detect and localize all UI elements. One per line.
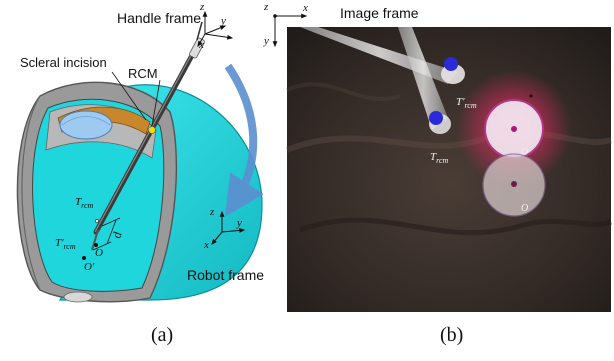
photo-trcm-label: Trcm [430, 151, 449, 165]
handle-frame-label: Handle frame [117, 10, 202, 26]
photo-trcm-prime-label: T'rcm [456, 96, 477, 110]
trcm-label: Trcm [75, 196, 94, 210]
photo-o-upper-label: O [521, 147, 529, 158]
image-axis-z: z [264, 1, 269, 13]
trcm-prime-label: T'rcm [55, 237, 76, 251]
o-label: O [95, 247, 103, 259]
robot-axis-z: z [210, 206, 215, 218]
rotation-arrow [224, 63, 264, 217]
instrument-tip [91, 229, 99, 251]
image-frame-label: Image frame [340, 5, 419, 21]
robot-axis-x: x [204, 239, 209, 251]
marker-lower [429, 111, 443, 125]
lens [59, 110, 113, 140]
photo-tool-lower [398, 27, 448, 130]
incision-pointer [111, 71, 147, 121]
optic-nerve [63, 291, 93, 303]
robot-axis-y: y [237, 217, 242, 229]
marker-upper [444, 57, 458, 71]
caption-a: (a) [151, 324, 174, 346]
d-bracket [92, 217, 121, 251]
eye-model [16, 21, 263, 303]
photo-o-lower-label: O [521, 203, 529, 214]
microscope-photo [285, 27, 612, 312]
image-frame-origin [273, 14, 277, 18]
rcm-label: RCM [128, 66, 158, 81]
handle-axis-x: x [199, 39, 204, 51]
caption-b: (b) [440, 324, 464, 346]
rcm-point [148, 126, 156, 134]
robot-frame-axes [211, 210, 246, 245]
rcm-pointer [151, 79, 161, 127]
instrument-shaft [93, 45, 199, 235]
o-prime-label: O' [84, 261, 95, 273]
image-axis-x: x [303, 2, 308, 14]
image-frame-axes [272, 13, 308, 48]
handle-frame-axes [197, 10, 234, 48]
point-o-prime [82, 256, 86, 260]
point-o [94, 243, 98, 247]
robot-frame-label: Robot frame [187, 267, 265, 283]
point-trcm [95, 219, 99, 223]
handle-axis-y: y [221, 15, 226, 27]
image-axis-y: y [264, 35, 269, 47]
handle-axis-z: z [200, 1, 205, 13]
scleral-incision-label: Scleral incision [20, 55, 107, 70]
